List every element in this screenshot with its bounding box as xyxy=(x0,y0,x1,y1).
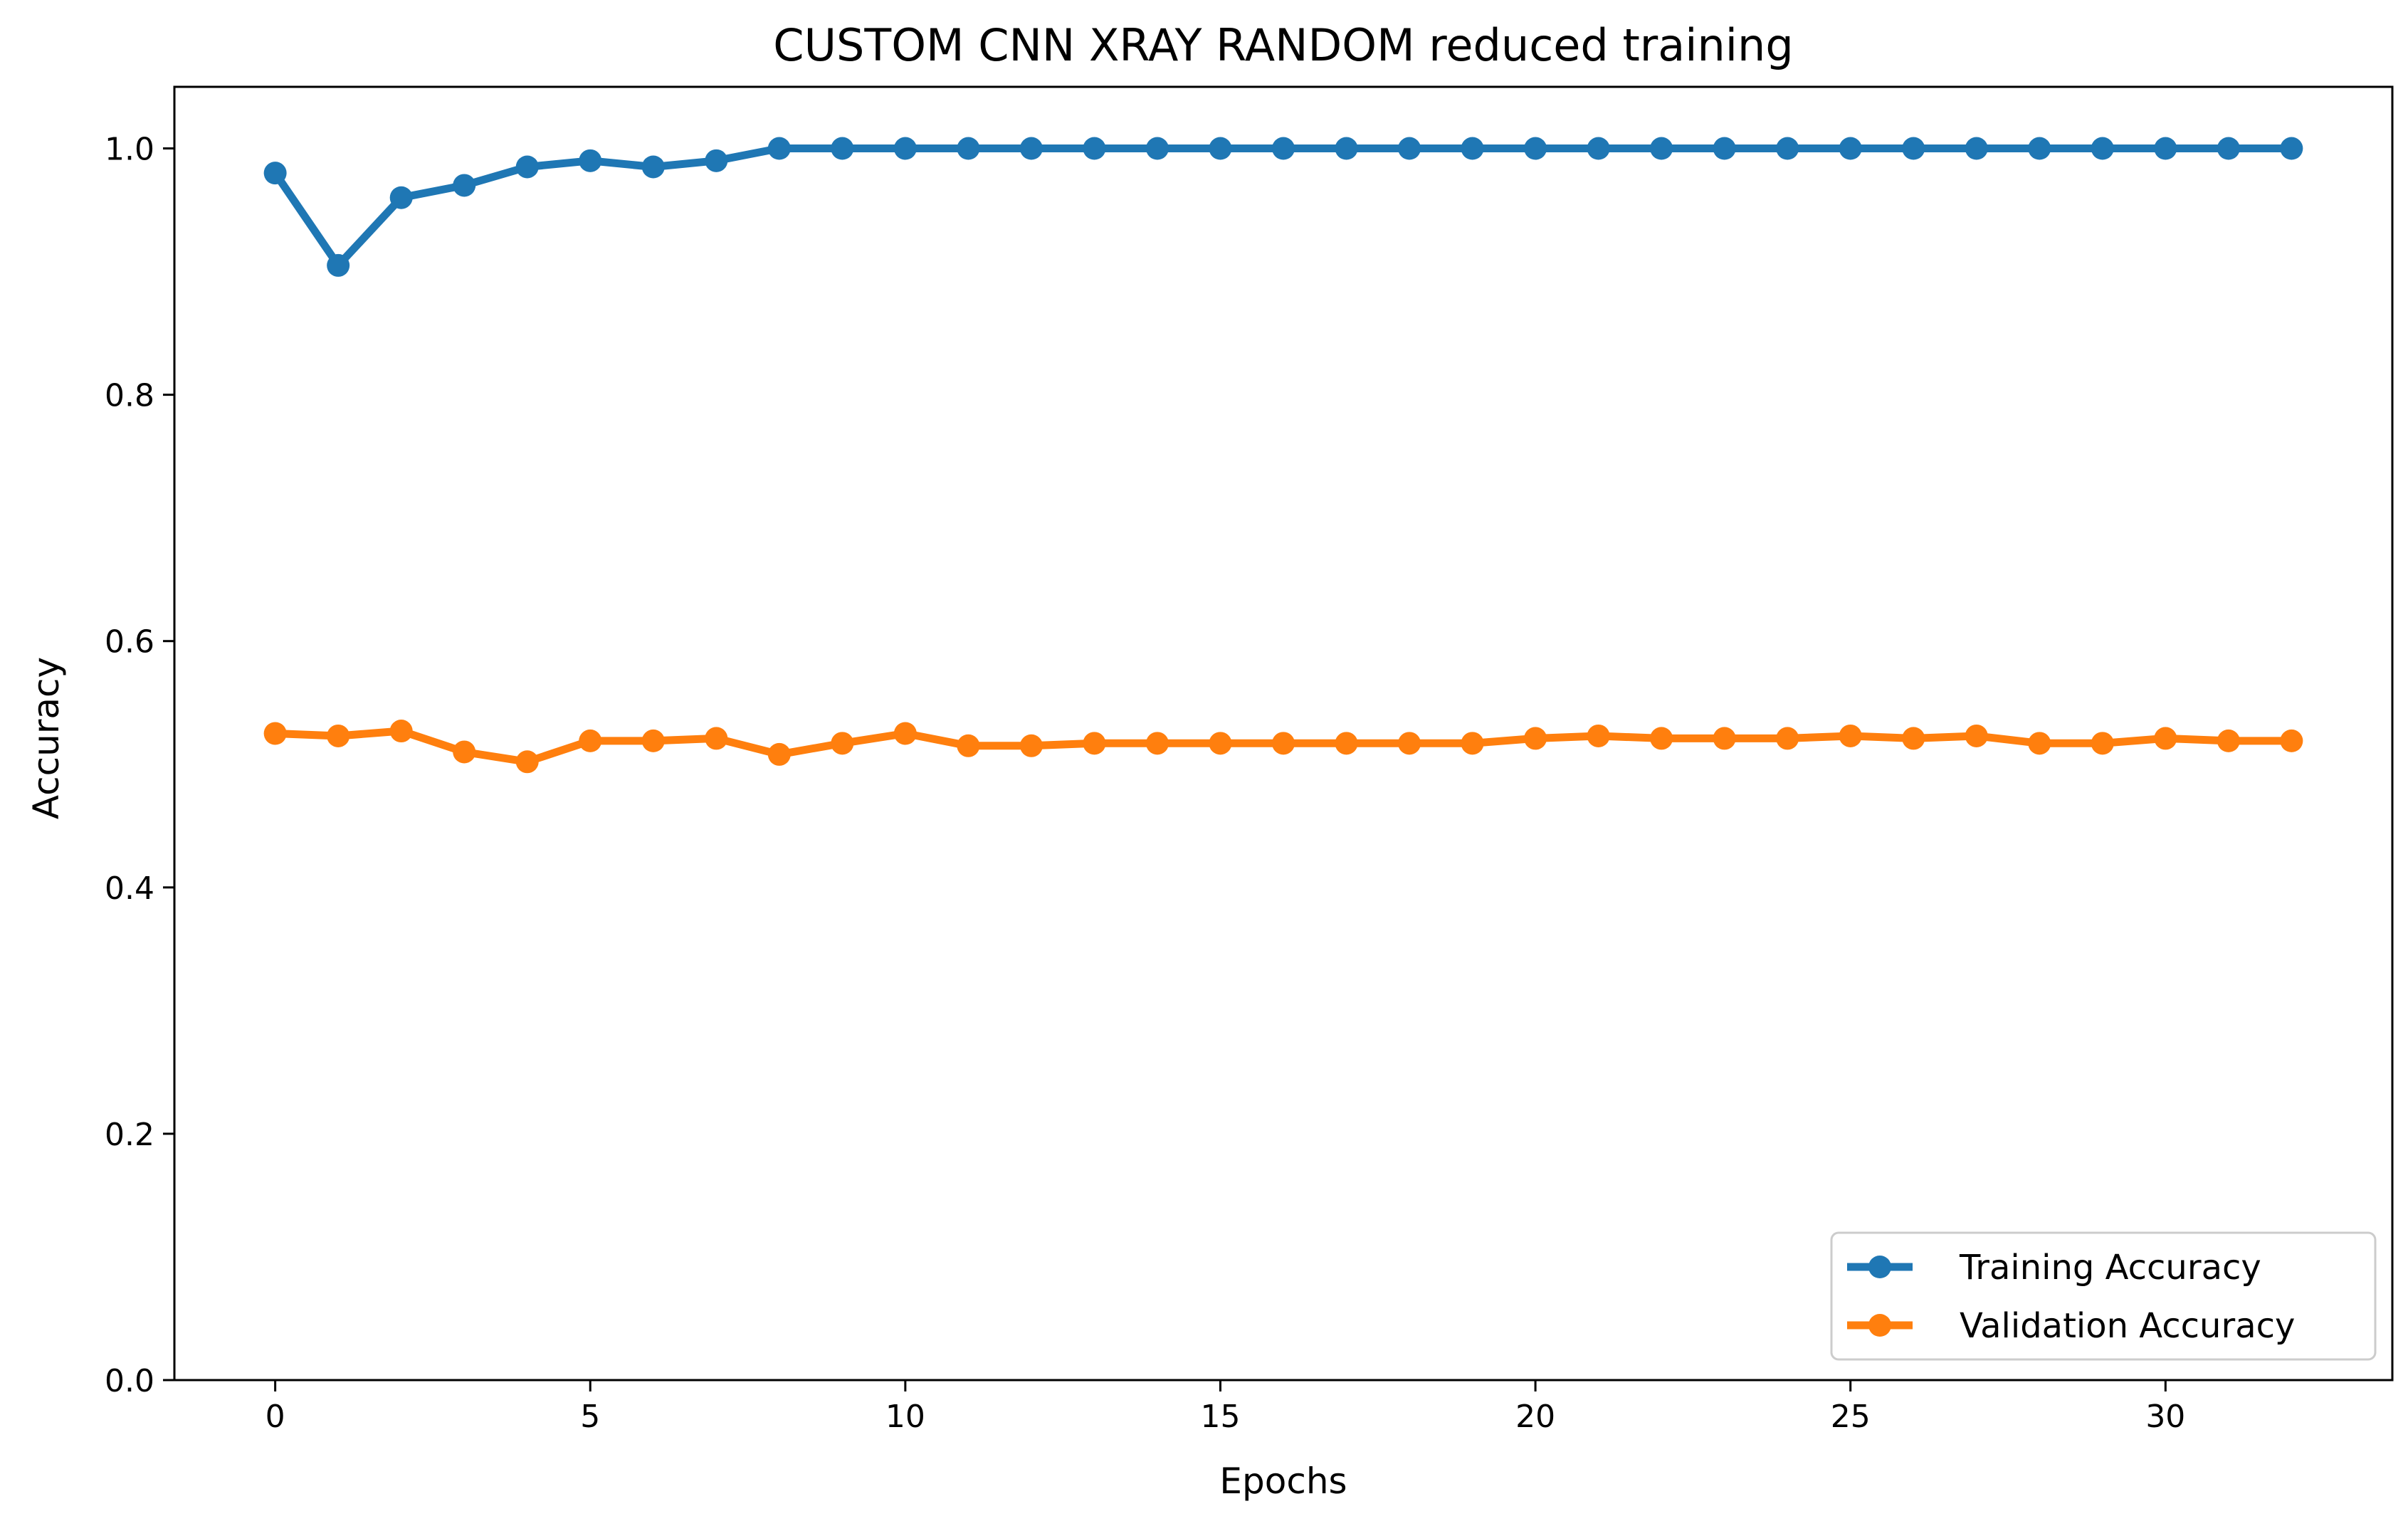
y-axis-label: Accuracy xyxy=(26,657,67,819)
data-point xyxy=(1524,137,1547,160)
data-point xyxy=(1587,724,1610,747)
data-point xyxy=(1083,137,1106,160)
data-point xyxy=(1713,137,1736,160)
data-point xyxy=(1524,727,1547,750)
data-point xyxy=(2280,137,2303,160)
chart-title: CUSTOM CNN XRAY RANDOM reduced training xyxy=(773,19,1793,71)
y-tick-label: 0.6 xyxy=(105,624,154,661)
data-point xyxy=(705,149,728,172)
data-point xyxy=(705,727,728,750)
legend-box xyxy=(1830,1231,2377,1361)
data-point xyxy=(1209,732,1232,755)
data-point xyxy=(767,742,791,766)
data-point xyxy=(1650,137,1673,160)
data-point xyxy=(1398,732,1421,755)
x-tick-label: 15 xyxy=(1200,1399,1240,1435)
data-point xyxy=(263,162,287,185)
x-axis-ticks: 0 5 10 15 20 25 30 xyxy=(265,1380,2185,1435)
y-tick-label: 0.2 xyxy=(105,1117,154,1153)
data-point xyxy=(453,740,476,764)
y-tick-label: 0.8 xyxy=(105,378,154,414)
data-point xyxy=(1209,137,1232,160)
data-point xyxy=(1019,734,1043,757)
data-point xyxy=(1272,732,1295,755)
legend-label: Training Accuracy xyxy=(1959,1248,2261,1288)
y-tick-label: 0.4 xyxy=(105,870,154,907)
plot-series xyxy=(263,137,2303,774)
x-tick-label: 10 xyxy=(885,1399,925,1435)
data-point xyxy=(1461,137,1484,160)
data-point xyxy=(1398,137,1421,160)
data-point xyxy=(641,155,665,179)
data-point xyxy=(1335,732,1358,755)
x-tick-label: 30 xyxy=(2145,1399,2185,1435)
data-point xyxy=(641,729,665,752)
data-point xyxy=(1335,137,1358,160)
x-tick-label: 20 xyxy=(1515,1399,1555,1435)
data-point xyxy=(2280,729,2303,752)
plot-frame xyxy=(173,85,2394,1382)
data-point xyxy=(1965,137,1988,160)
data-point xyxy=(2091,732,2114,755)
data-point xyxy=(957,137,980,160)
y-tick-label: 1.0 xyxy=(105,132,154,168)
data-point xyxy=(327,253,350,277)
data-point xyxy=(1839,724,1862,747)
data-point xyxy=(1019,137,1043,160)
data-point xyxy=(2028,732,2051,755)
legend: Training Accuracy Validation Accuracy xyxy=(1830,1231,2377,1361)
data-point xyxy=(1776,137,1799,160)
y-axis-ticks: 0.0 0.2 0.4 0.6 0.8 1.0 xyxy=(105,132,174,1399)
data-point xyxy=(453,174,476,197)
data-point xyxy=(1965,724,1988,747)
legend-label: Validation Accuracy xyxy=(1960,1306,2295,1346)
data-point xyxy=(893,137,917,160)
legend-swatch-marker xyxy=(1868,1314,1891,1337)
data-point xyxy=(831,137,854,160)
data-point xyxy=(957,734,980,757)
data-point xyxy=(2217,729,2240,752)
data-point xyxy=(893,722,917,745)
x-tick-label: 5 xyxy=(580,1399,600,1435)
data-point xyxy=(1902,727,1925,750)
data-point xyxy=(1650,727,1673,750)
data-point xyxy=(1145,137,1169,160)
data-point xyxy=(515,750,539,774)
data-point xyxy=(579,149,602,172)
x-axis-label: Epochs xyxy=(1219,1461,1347,1502)
data-point xyxy=(579,729,602,752)
data-point xyxy=(831,732,854,755)
data-point xyxy=(389,186,413,209)
data-point xyxy=(2091,137,2114,160)
data-point xyxy=(1713,727,1736,750)
data-point xyxy=(1083,732,1106,755)
data-point xyxy=(263,722,287,745)
legend-swatch-marker xyxy=(1868,1256,1891,1278)
data-point xyxy=(515,155,539,179)
data-point xyxy=(1461,732,1484,755)
data-point xyxy=(1272,137,1295,160)
data-point xyxy=(2028,137,2051,160)
x-tick-label: 0 xyxy=(265,1399,285,1435)
x-tick-label: 25 xyxy=(1831,1399,1871,1435)
data-point xyxy=(1145,732,1169,755)
data-point xyxy=(767,137,791,160)
data-point xyxy=(1587,137,1610,160)
data-point xyxy=(389,720,413,743)
data-point xyxy=(2154,137,2177,160)
data-point xyxy=(1902,137,1925,160)
data-point xyxy=(327,724,350,747)
data-point xyxy=(2154,727,2177,750)
data-point xyxy=(1776,727,1799,750)
y-tick-label: 0.0 xyxy=(105,1363,154,1399)
data-point xyxy=(1839,137,1862,160)
data-point xyxy=(2217,137,2240,160)
